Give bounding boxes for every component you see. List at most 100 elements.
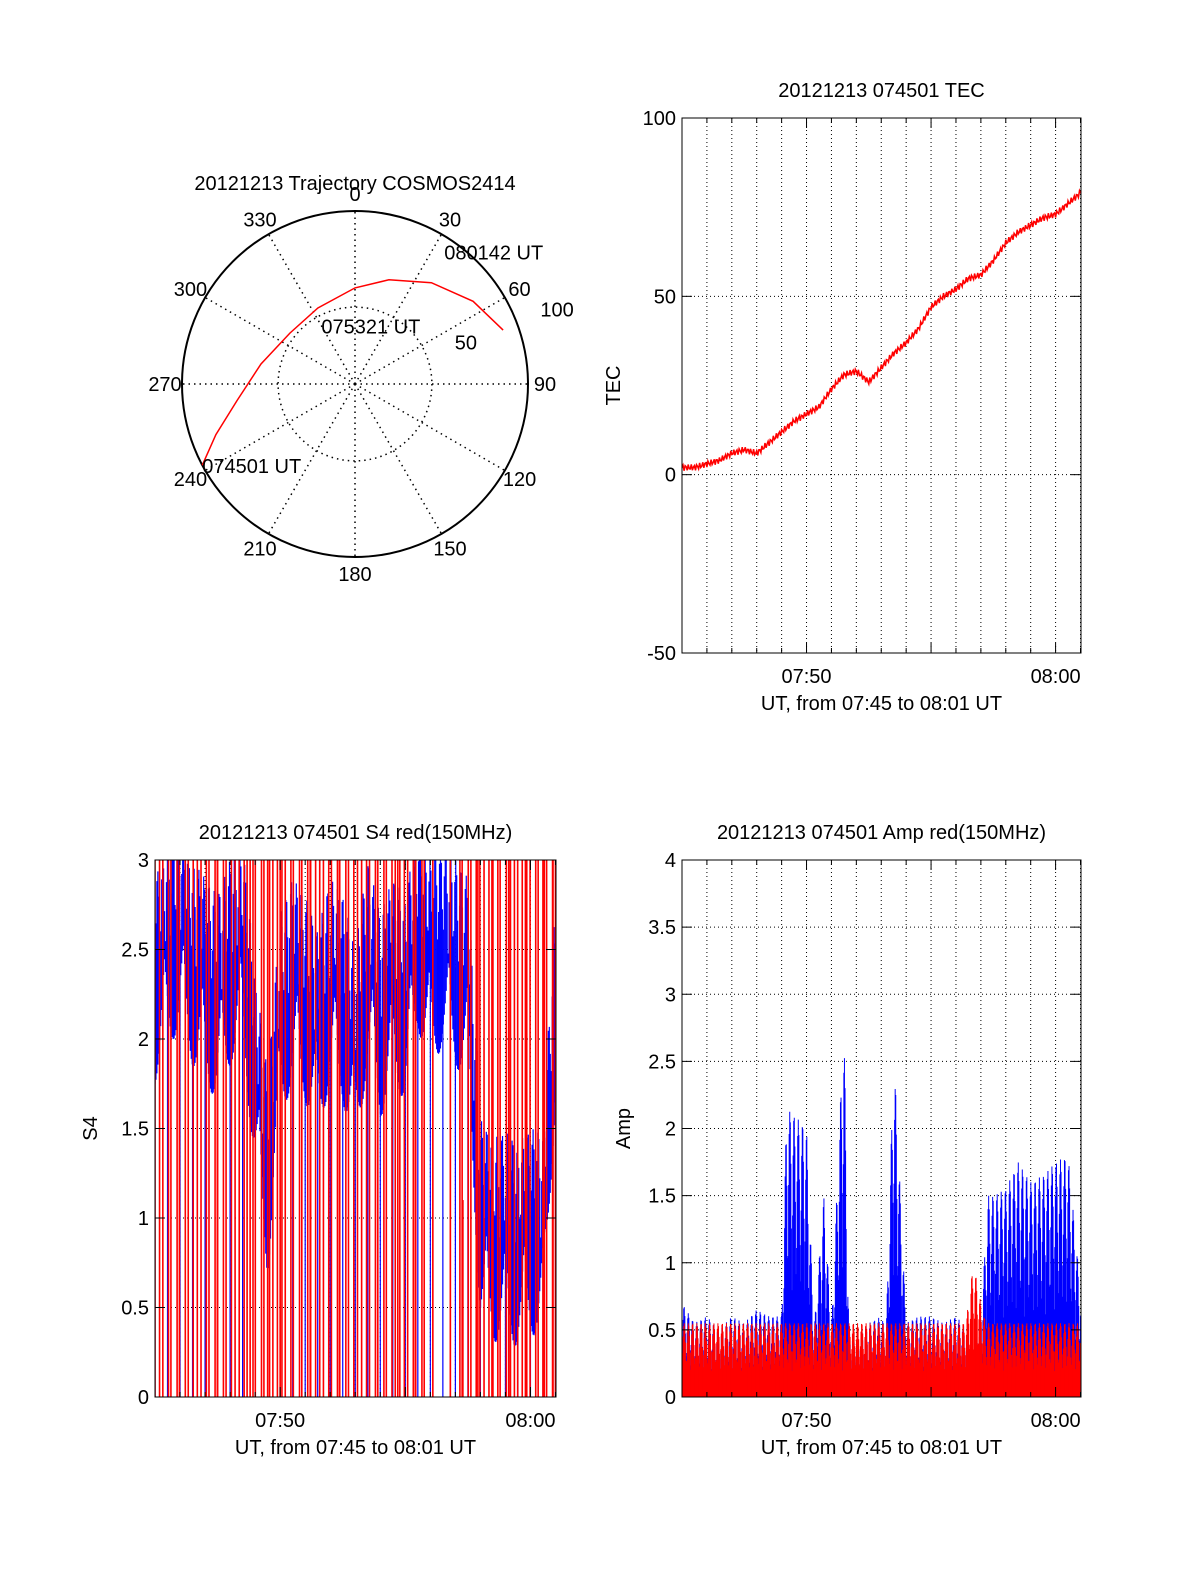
x-axis-label: UT, from 07:45 to 08:01 UT (761, 693, 1002, 715)
y-tick-label: 0 (665, 465, 676, 487)
x-tick-label: 08:00 (1031, 666, 1081, 688)
polar-angle-label: 210 (243, 539, 276, 561)
data-point (793, 420, 795, 422)
series-spikes (682, 1276, 1081, 1397)
y-tick-label: 2 (665, 1119, 676, 1141)
data-point (905, 341, 907, 344)
y-tick-label: 0 (138, 1387, 149, 1409)
data-point (780, 431, 783, 433)
chart-title: 20121213 074501 S4 red(150MHz) (199, 822, 513, 844)
data-point (743, 448, 746, 451)
y-tick-label: 1.5 (648, 1186, 676, 1208)
polar-angle-label: 60 (508, 279, 530, 301)
y-tick-label: 100 (643, 108, 676, 130)
trajectory-time-label: 074501 UT (202, 456, 301, 478)
x-axis-label: UT, from 07:45 to 08:01 UT (235, 1437, 476, 1459)
polar-angle-label: 90 (534, 374, 556, 396)
x-axis: 07:50 08:00 (706, 860, 1082, 1432)
x-axis: 07:50 08:00 (179, 860, 556, 1432)
y-tick-label: 50 (654, 286, 676, 308)
y-tick-label: 0.5 (648, 1320, 676, 1342)
chart-title: 20121213 074501 TEC (778, 80, 984, 102)
polar-spoke-30 (354, 233, 443, 385)
polar-spoke-60 (354, 296, 506, 385)
data-point (930, 306, 932, 308)
series-spikes (155, 860, 556, 1397)
data-point (805, 413, 808, 415)
amp-chart: 0 0.5 1 1.5 2 2.5 3 3.5 4 07:50 08:00 20121213 0745… (613, 822, 1082, 1459)
y-tick-label: 2 (138, 1029, 149, 1051)
data-point (892, 352, 895, 355)
polar-angle-label: 270 (148, 374, 181, 396)
series-group (682, 188, 1081, 472)
data-point (992, 259, 995, 262)
y-axis-label: TEC (603, 366, 625, 406)
x-axis-label: UT, from 07:45 to 08:01 UT (761, 1437, 1002, 1459)
series-group (682, 1058, 1081, 1397)
x-tick-label: 08:00 (1031, 1410, 1081, 1432)
polar-spoke-330 (267, 233, 356, 385)
polar-spoke-210 (267, 383, 356, 535)
polar-angle-label: 300 (174, 279, 207, 301)
series-line (682, 188, 1081, 472)
data-point (843, 374, 845, 376)
data-point (706, 463, 708, 465)
x-tick-label: 07:50 (782, 1410, 832, 1432)
y-tick-label: 3 (138, 850, 149, 872)
y-tick-label: 0.5 (121, 1298, 149, 1320)
y-axis: -50 0 50 100 (643, 108, 1081, 665)
trajectory-time-label: 080142 UT (444, 243, 543, 265)
y-tick-label: 1.5 (121, 1119, 149, 1141)
data-point (867, 381, 870, 383)
polar-angle-label: 240 (174, 469, 207, 491)
y-tick-label: 3 (665, 984, 676, 1006)
data-point (967, 277, 970, 280)
polar-angle-label: 0 (349, 184, 360, 206)
data-point (1017, 231, 1020, 233)
data-point (980, 274, 982, 276)
data-point (880, 366, 883, 369)
data-point (755, 452, 758, 455)
polar-spoke-240 (204, 383, 356, 472)
data-point (768, 441, 770, 444)
y-axis: 0 0.5 1 1.5 2 2.5 3 3.5 4 (648, 850, 1081, 1409)
y-tick-label: 2.5 (121, 940, 149, 962)
y-tick-label: 4 (665, 850, 676, 872)
y-axis: 0 0.5 1 1.5 2 2.5 3 (121, 850, 556, 1409)
data-point (830, 388, 833, 390)
polar-spoke-120 (354, 383, 506, 472)
polar-spoke-300 (204, 296, 356, 385)
y-axis-label: Amp (613, 1108, 635, 1149)
y-tick-label: 1 (665, 1253, 676, 1275)
x-tick-label: 07:50 (782, 666, 832, 688)
data-point (731, 452, 733, 455)
data-point (942, 295, 945, 298)
x-tick-label: 08:00 (505, 1410, 555, 1432)
y-tick-label: 1 (138, 1208, 149, 1230)
data-point (1067, 202, 1069, 205)
trajectory-time-label: 075321 UT (321, 317, 420, 339)
series-group (155, 860, 556, 1397)
data-point (718, 459, 721, 462)
polar-outer-circle (181, 210, 529, 558)
polar-angle-label: 330 (243, 209, 276, 231)
data-point (1054, 213, 1057, 216)
polar-angle-label: 120 (503, 469, 536, 491)
y-tick-label: 2.5 (648, 1051, 676, 1073)
chart-title: 20121213 074501 Amp red(150MHz) (717, 822, 1046, 844)
tec-chart: -50 0 50 100 07:50 08:00 20121213 074501 TEC UT… (603, 80, 1082, 715)
polar-radial-label: 50 (455, 333, 477, 355)
data-point (1042, 217, 1044, 219)
y-axis-label: S4 (80, 1116, 102, 1140)
data-point (693, 466, 696, 469)
y-tick-label: -50 (647, 643, 676, 665)
s4-chart: 0 0.5 1 1.5 2 2.5 3 07:50 08:00 20121213 074501 S… (80, 822, 557, 1459)
polar-spoke-150 (354, 383, 443, 535)
data-point (818, 406, 820, 408)
x-tick-label: 07:50 (255, 1410, 305, 1432)
polar-angle-label: 30 (439, 209, 461, 231)
data-point (855, 370, 858, 373)
data-point (1029, 224, 1032, 226)
polar-angle-label: 150 (433, 539, 466, 561)
